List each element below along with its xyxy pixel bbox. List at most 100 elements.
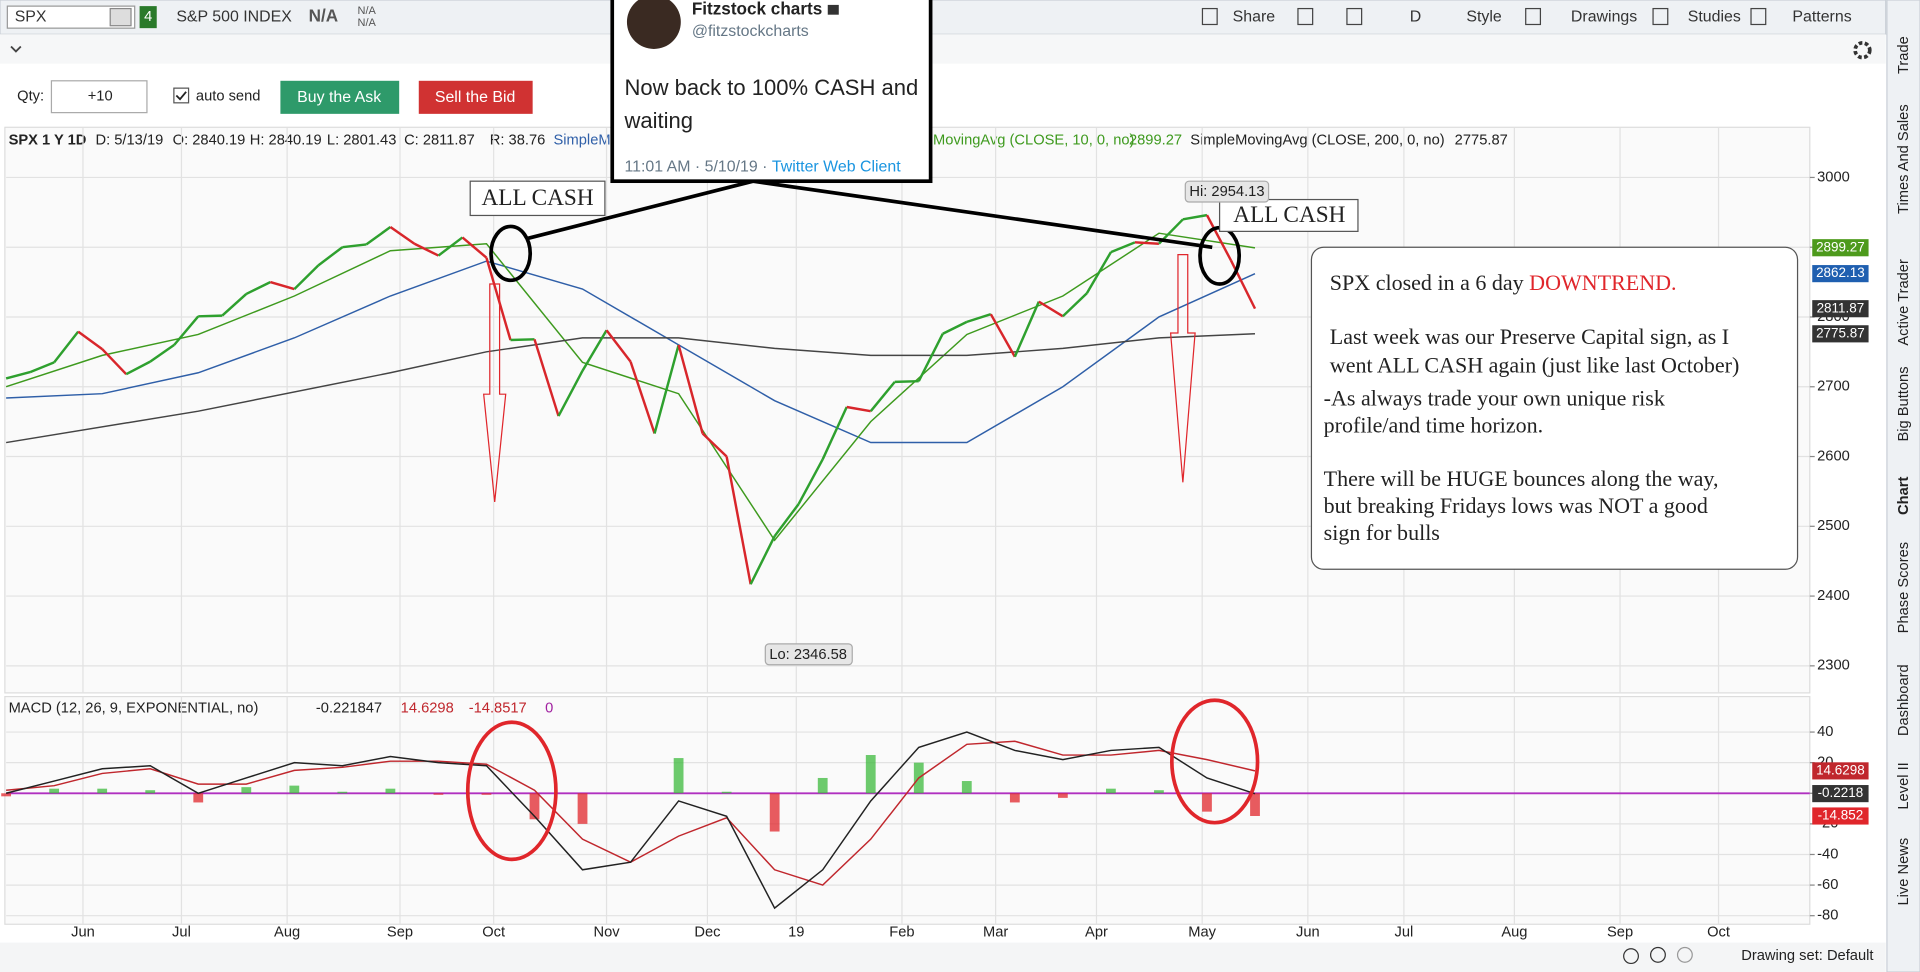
price-segment [198,314,223,318]
lock-icon [827,4,839,15]
histogram-bar [97,788,108,794]
buy-button[interactable] [280,80,400,114]
price-segment [989,313,1016,358]
toolbar-icon[interactable] [1201,7,1218,26]
histogram-bar [241,787,252,794]
collapse-icon[interactable] [10,45,22,53]
price-segment [894,379,919,384]
dropdown[interactable] [109,7,132,27]
price-segment [149,343,175,363]
price-tag-label: 2862.13 [1816,265,1865,280]
tweet-client[interactable]: Twitter Web Client [772,159,901,176]
settings-icon[interactable] [1853,41,1872,60]
tweet-meta: 11:01 AM · 5/10/19 · Twitter Web Client [624,159,901,176]
histogram-bar [529,793,540,820]
histogram-bar [289,785,300,794]
note-emph: DOWNTREND. [1529,270,1676,295]
toolbar-icon[interactable] [1750,7,1767,26]
price-tag-label: 2811.87 [1817,300,1865,315]
price-segment [389,225,416,245]
price-tag [1812,300,1869,318]
all-cash: ALL CASH [1233,202,1345,228]
symbol: SPX [15,8,47,25]
change: N/A [358,5,377,17]
note-text: There will be HUGE bounces along the way… [1324,466,1719,491]
y-tick-label: -60 [1817,877,1838,893]
price-tag [1812,325,1869,343]
price-segment [125,360,151,376]
price-segment [869,381,896,412]
side-tab[interactable]: Times And Sales [1896,104,1912,214]
auto-send-checkbox[interactable] [173,87,190,104]
label-box [469,180,606,217]
x-tick-label: Jul [1395,925,1414,941]
price-tag-label: 2775.87 [1816,325,1865,340]
toolbar-button[interactable]: Studies [1688,8,1741,25]
side-tab[interactable]: Big Buttons [1896,366,1912,441]
change-pct: N/A [358,17,377,29]
y-tick-label: -80 [1817,908,1838,924]
side-tab[interactable]: Level II [1896,762,1912,809]
toolbar-button[interactable]: D [1410,8,1422,25]
y-tick-label: 2600 [1817,448,1850,464]
toolbar-button[interactable]: Drawings [1571,8,1637,25]
zoom-out-icon[interactable] [1676,946,1693,963]
price-segment [1205,214,1233,262]
side-tab[interactable]: Dashboard [1896,664,1912,736]
symbol-box[interactable] [6,5,136,29]
toolbar-icon[interactable] [1652,7,1669,26]
arrow [482,283,507,502]
zoom-in-icon[interactable] [1650,946,1666,963]
price-segment [797,458,824,505]
price-tag [1812,807,1869,825]
toolbar-button[interactable]: Share [1233,8,1276,25]
toolbar-button[interactable]: Style [1466,8,1502,25]
toolbar-icon[interactable] [1525,7,1542,26]
price-tag-label: 2899.27 [1816,239,1865,254]
sell-label: Sell the Bid [435,89,515,106]
price-segment [701,432,728,458]
histogram-bar [865,755,876,794]
study-name: SimpleMovingAvg (CLOSE, 200, 0, no) [1190,133,1444,149]
toolbar-icon[interactable] [1297,7,1314,26]
price-segment [221,293,248,317]
x-tick-label: 19 [788,925,804,941]
x-tick-label: Aug [274,925,300,941]
series-line [5,731,1256,910]
qty-input[interactable] [50,80,148,114]
side-tab[interactable]: Live News [1896,838,1912,906]
side-tab[interactable]: Chart [1896,477,1912,515]
qty: +10 [88,89,113,105]
price-segment [365,225,392,246]
side-tab[interactable]: Phase Scores [1896,542,1912,633]
side-tab[interactable]: Active Trader [1896,259,1912,346]
price-segment [269,280,295,291]
price-segment [1062,292,1088,318]
description: S&P 500 INDEX [176,8,292,25]
macd-pane [4,695,1811,925]
x-tick-label: Mar [983,925,1008,941]
price-segment [725,456,752,585]
note-text: sign for bulls [1324,520,1440,545]
sell-button[interactable] [418,80,533,114]
toolbar-icon[interactable] [1346,7,1363,26]
histogram-bar [961,781,972,794]
label-box [1218,198,1359,232]
study-name: MovingAvg (CLOSE, 10, 0, no) [933,133,1134,149]
toolbar-button[interactable]: Patterns [1792,8,1851,25]
price-segment [917,333,944,382]
price-segment [677,344,704,434]
price-segment [1013,301,1040,358]
drawing-set[interactable]: Drawing set: Default [1741,948,1873,964]
y-tick-label: 2700 [1817,379,1850,395]
price-segment [821,406,848,460]
link-badge[interactable] [139,6,157,29]
crosshair-icon[interactable] [1623,948,1639,965]
x-tick-label: Sep [1607,925,1633,941]
auto-send: auto send [196,89,261,105]
side-tab[interactable]: Trade [1896,36,1912,74]
x-tick-label: Oct [1707,925,1730,941]
price-segment [749,535,776,585]
lo-label: Lo: 2346.58 [769,647,847,663]
